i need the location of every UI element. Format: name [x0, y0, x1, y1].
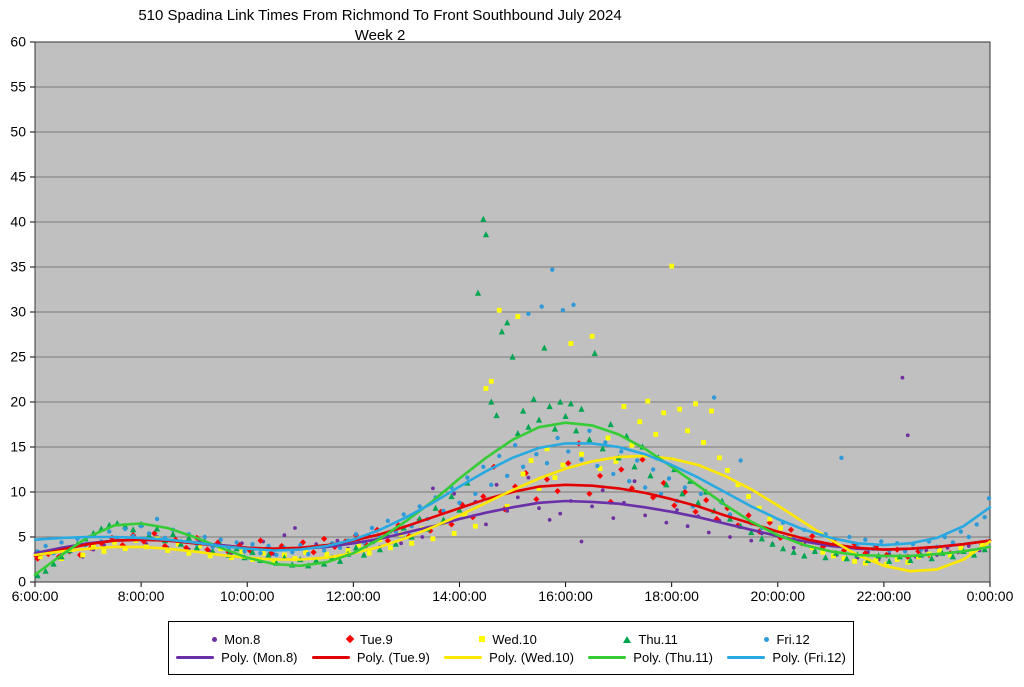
svg-text:50: 50 [10, 124, 26, 140]
legend-item-poly-mon8: Poly. (Mon.8) [176, 649, 298, 665]
legend-label-fri12: Fri.12 [776, 631, 810, 647]
legend-item-tue9: Tue.9 [345, 631, 393, 647]
legend-item-poly-tue9: Poly. (Tue.9) [311, 649, 430, 665]
svg-text:30: 30 [10, 304, 26, 320]
poly-mon8-line-icon [176, 655, 215, 659]
svg-text:18:00:00: 18:00:00 [644, 588, 699, 604]
legend-label-tue9: Tue.9 [359, 631, 393, 647]
tue9-marker-icon [345, 634, 355, 644]
poly-tue9-line-icon [311, 655, 350, 659]
x-axis-tick-labels: 6:00:00 8:00:00 10:00:00 12:00:00 14:00:00 16… [12, 588, 1014, 604]
legend-label-thu11: Thu.11 [638, 631, 678, 647]
legend-label-poly-tue9: Poly. (Tue.9) [356, 649, 430, 665]
svg-text:60: 60 [10, 34, 26, 50]
svg-text:15: 15 [10, 439, 26, 455]
svg-text:16:00:00: 16:00:00 [538, 588, 593, 604]
chart-title: 510 Spadina Link Times From Richmond To … [0, 6, 760, 45]
svg-text:35: 35 [10, 259, 26, 275]
legend-row-markers: Mon.8 Tue.9 Wed.10 Thu.11 Fri.12 [169, 632, 853, 647]
plot-border [34, 41, 991, 583]
svg-text:14:00:00: 14:00:00 [432, 588, 487, 604]
svg-text:10: 10 [10, 484, 26, 500]
svg-text:55: 55 [10, 79, 26, 95]
trendline-Wed.10 [33, 454, 992, 573]
mon8-marker-icon [212, 636, 218, 642]
legend-label-wed10: Wed.10 [492, 631, 537, 647]
legend-item-poly-wed10: Poly. (Wed.10) [444, 650, 574, 665]
legend-label-poly-wed10: Poly. (Wed.10) [489, 649, 574, 665]
trendline-Thu.11 [33, 421, 992, 577]
legend-item-wed10: Wed.10 [479, 632, 537, 647]
legend-item-thu11: Thu.11 [623, 632, 678, 647]
fri12-marker-icon [764, 636, 770, 642]
poly-wed10-line-icon [444, 655, 483, 659]
svg-text:5: 5 [18, 529, 26, 545]
legend-item-poly-thu11: Poly. (Thu.11) [588, 650, 713, 665]
legend-label-poly-mon8: Poly. (Mon.8) [221, 649, 298, 665]
svg-text:0: 0 [18, 574, 26, 590]
chart-title-line2: Week 2 [354, 26, 406, 44]
svg-text:20:00:00: 20:00:00 [751, 588, 806, 604]
legend-row-trendlines: Poly. (Mon.8) Poly. (Tue.9) Poly. (Wed.1… [169, 650, 853, 665]
legend-label-poly-fri12: Poly. (Fri.12) [772, 649, 846, 665]
svg-text:20: 20 [10, 394, 26, 410]
wed10-marker-icon [479, 636, 486, 642]
thu11-marker-icon [623, 635, 632, 643]
scatter-Mon.8 [38, 375, 982, 562]
svg-text:10:00:00: 10:00:00 [220, 588, 275, 604]
poly-thu11-line-icon [588, 655, 627, 659]
svg-text:8:00:00: 8:00:00 [118, 588, 165, 604]
legend-label-poly-thu11: Poly. (Thu.11) [633, 649, 714, 665]
legend: Mon.8 Tue.9 Wed.10 Thu.11 Fri.12 Po [168, 621, 854, 675]
poly-fri12-line-icon [727, 655, 766, 659]
svg-text:40: 40 [10, 214, 26, 230]
legend-item-poly-fri12: Poly. (Fri.12) [727, 649, 846, 665]
legend-item-mon8: Mon.8 [212, 632, 260, 647]
legend-item-fri12: Fri.12 [764, 631, 810, 647]
trendline-Fri.12 [33, 442, 992, 552]
svg-text:12:00:00: 12:00:00 [326, 588, 381, 604]
svg-text:22:00:00: 22:00:00 [857, 588, 912, 604]
svg-text:45: 45 [10, 169, 26, 185]
svg-text:0:00:00: 0:00:00 [967, 588, 1014, 604]
svg-text:6:00:00: 6:00:00 [12, 588, 59, 604]
legend-label-mon8: Mon.8 [224, 631, 261, 647]
y-axis-tick-labels: 0 5 10 15 20 25 30 35 40 45 50 55 60 [10, 34, 26, 590]
chart-title-line1: 510 Spadina Link Times From Richmond To … [138, 7, 622, 24]
svg-text:25: 25 [10, 349, 26, 365]
